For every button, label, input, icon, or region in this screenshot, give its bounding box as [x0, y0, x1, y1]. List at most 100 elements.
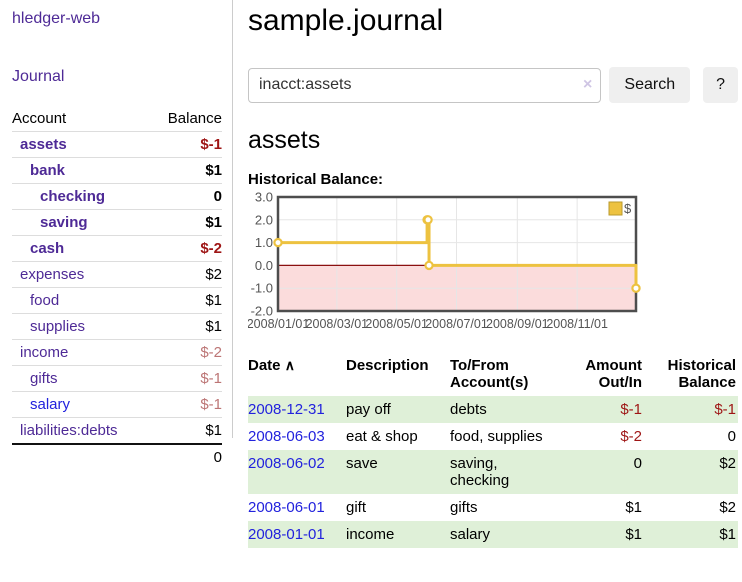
- transaction-balance: $2: [719, 499, 736, 516]
- help-button[interactable]: ?: [703, 67, 738, 103]
- register-header-accounts: To/From Account(s): [450, 357, 529, 391]
- historical-balance-chart: $3.0 2.0 1.0 0.0 -1.0 -2.0 2008/01/01 2008/03/0…: [247, 190, 738, 342]
- transaction-date-link[interactable]: 2008-12-31: [248, 401, 325, 418]
- account-row: saving $1: [12, 209, 222, 236]
- register-header-description: Description: [346, 357, 429, 374]
- transaction-amount: $-1: [620, 401, 642, 418]
- account-balance: $2: [150, 261, 222, 288]
- accounts-total-value: 0: [150, 443, 222, 470]
- transaction-accounts: debts: [450, 401, 487, 418]
- transaction-accounts: gifts: [450, 499, 478, 516]
- sidebar-account-checking[interactable]: checking: [40, 188, 106, 205]
- search-field-wrap: ×: [248, 67, 602, 103]
- sidebar-account-salary[interactable]: salary: [30, 396, 71, 413]
- register-header-row: Date ∧ Description To/From Account(s) Am…: [248, 354, 738, 396]
- account-balance: $-1: [150, 365, 222, 392]
- transaction-balance: $2: [719, 455, 736, 472]
- account-row: salary $-1: [12, 391, 222, 418]
- account-balance: $1: [150, 287, 222, 314]
- account-balance: $-2: [150, 235, 222, 262]
- account-row: checking 0: [12, 183, 222, 210]
- svg-text:2008/07/01: 2008/07/01: [425, 317, 488, 331]
- transaction-row: 2008-06-03 eat & shop food, supplies $-2 0: [248, 423, 738, 450]
- accounts-total-row: 0: [12, 443, 222, 470]
- svg-text:3.0: 3.0: [255, 191, 273, 205]
- transaction-row: 2008-12-31 pay off debts $-1 $-1: [248, 396, 738, 423]
- register-table: Date ∧ Description To/From Account(s) Am…: [248, 354, 738, 548]
- sidebar-account-food[interactable]: food: [30, 292, 60, 309]
- transaction-row: 2008-06-02 save saving, checking 0 $2: [248, 450, 738, 494]
- transaction-amount: $-2: [620, 428, 642, 445]
- register-header-date: Date ∧: [248, 354, 346, 396]
- sidebar-account-cash[interactable]: cash: [30, 240, 65, 257]
- account-row: food $1: [12, 287, 222, 314]
- sidebar-account-assets[interactable]: assets: [20, 136, 67, 153]
- sidebar-account-gifts[interactable]: gifts: [30, 370, 58, 387]
- svg-text:-2.0: -2.0: [251, 304, 273, 319]
- historical-balance-chart-svg: $3.0 2.0 1.0 0.0 -1.0 -2.02008/01/012008/03/0…: [247, 190, 641, 331]
- account-row: liabilities:debts $1: [12, 417, 222, 445]
- register-header-amount: Amount Out/In: [585, 357, 642, 391]
- search-input[interactable]: [248, 67, 602, 103]
- transaction-date-link[interactable]: 2008-01-01: [248, 526, 325, 543]
- svg-text:2008/11/01: 2008/11/01: [546, 317, 608, 331]
- account-row: expenses $2: [12, 261, 222, 288]
- sidebar: hledger-web Journal Account Balance asse…: [0, 0, 233, 470]
- transaction-amount: $1: [625, 499, 642, 516]
- transaction-amount: 0: [633, 455, 642, 472]
- svg-text:2008/05/01: 2008/05/01: [365, 317, 428, 331]
- transaction-amount: $1: [625, 526, 642, 543]
- transaction-date-link[interactable]: 2008-06-03: [248, 428, 325, 445]
- chart-title: Historical Balance:: [248, 171, 384, 188]
- transaction-balance: $-1: [714, 401, 736, 418]
- svg-text:2.0: 2.0: [255, 212, 273, 227]
- legend-dollar-swatch: [608, 201, 623, 216]
- account-balance: $1: [150, 209, 222, 236]
- sidebar-item-journal[interactable]: Journal: [12, 68, 65, 85]
- svg-text:-1.0: -1.0: [251, 281, 273, 296]
- sidebar-account-liabilities-debts[interactable]: liabilities:debts: [20, 422, 118, 439]
- account-row: cash $-2: [12, 235, 222, 262]
- transaction-description: eat & shop: [346, 428, 418, 445]
- sidebar-account-supplies[interactable]: supplies: [30, 318, 86, 335]
- transaction-accounts: salary: [450, 526, 491, 543]
- date-header-label: Date: [248, 357, 281, 374]
- sidebar-account-expenses[interactable]: expenses: [20, 266, 85, 283]
- transaction-description: pay off: [346, 401, 391, 418]
- account-balance: 0: [150, 183, 222, 210]
- clear-search-icon[interactable]: ×: [583, 75, 593, 93]
- sidebar-account-saving[interactable]: saving: [40, 214, 88, 231]
- transaction-description: gift: [346, 499, 367, 516]
- account-title: assets: [248, 126, 321, 154]
- accounts-table: Account Balance assets $-1 bank $1 checking 0…: [12, 106, 222, 470]
- account-row: supplies $1: [12, 313, 222, 340]
- accounts-header-balance: Balance: [150, 106, 222, 132]
- account-balance: $-1: [150, 131, 222, 158]
- transaction-date-link[interactable]: 2008-06-01: [248, 499, 325, 516]
- svg-text:2008/09/01: 2008/09/01: [486, 317, 549, 331]
- search-form: × Search ?: [248, 67, 738, 103]
- account-balance: $1: [150, 157, 222, 184]
- account-balance: $-1: [150, 391, 222, 418]
- app-title-link[interactable]: hledger-web: [12, 10, 101, 27]
- sidebar-account-income[interactable]: income: [20, 344, 69, 361]
- account-row: bank $1: [12, 157, 222, 184]
- account-balance: $1: [150, 417, 222, 445]
- transaction-balance: 0: [727, 428, 736, 445]
- sort-asc-icon: ∧: [284, 357, 295, 373]
- account-row: gifts $-1: [12, 365, 222, 392]
- svg-text:1.0: 1.0: [255, 235, 273, 250]
- transaction-balance: $1: [719, 526, 736, 543]
- sidebar-account-bank[interactable]: bank: [30, 162, 66, 179]
- search-button[interactable]: Search: [609, 67, 691, 103]
- svg-text:0.0: 0.0: [255, 258, 273, 273]
- accounts-table-header: Account Balance: [12, 106, 222, 132]
- page-title: sample.journal: [248, 4, 444, 37]
- transaction-description: income: [346, 526, 395, 543]
- transaction-description: save: [346, 455, 378, 472]
- transaction-date-link[interactable]: 2008-06-02: [248, 455, 325, 472]
- transaction-accounts: food, supplies: [450, 428, 543, 445]
- legend-label: $: [624, 201, 632, 216]
- transaction-row: 2008-06-01 gift gifts $1 $2: [248, 494, 738, 521]
